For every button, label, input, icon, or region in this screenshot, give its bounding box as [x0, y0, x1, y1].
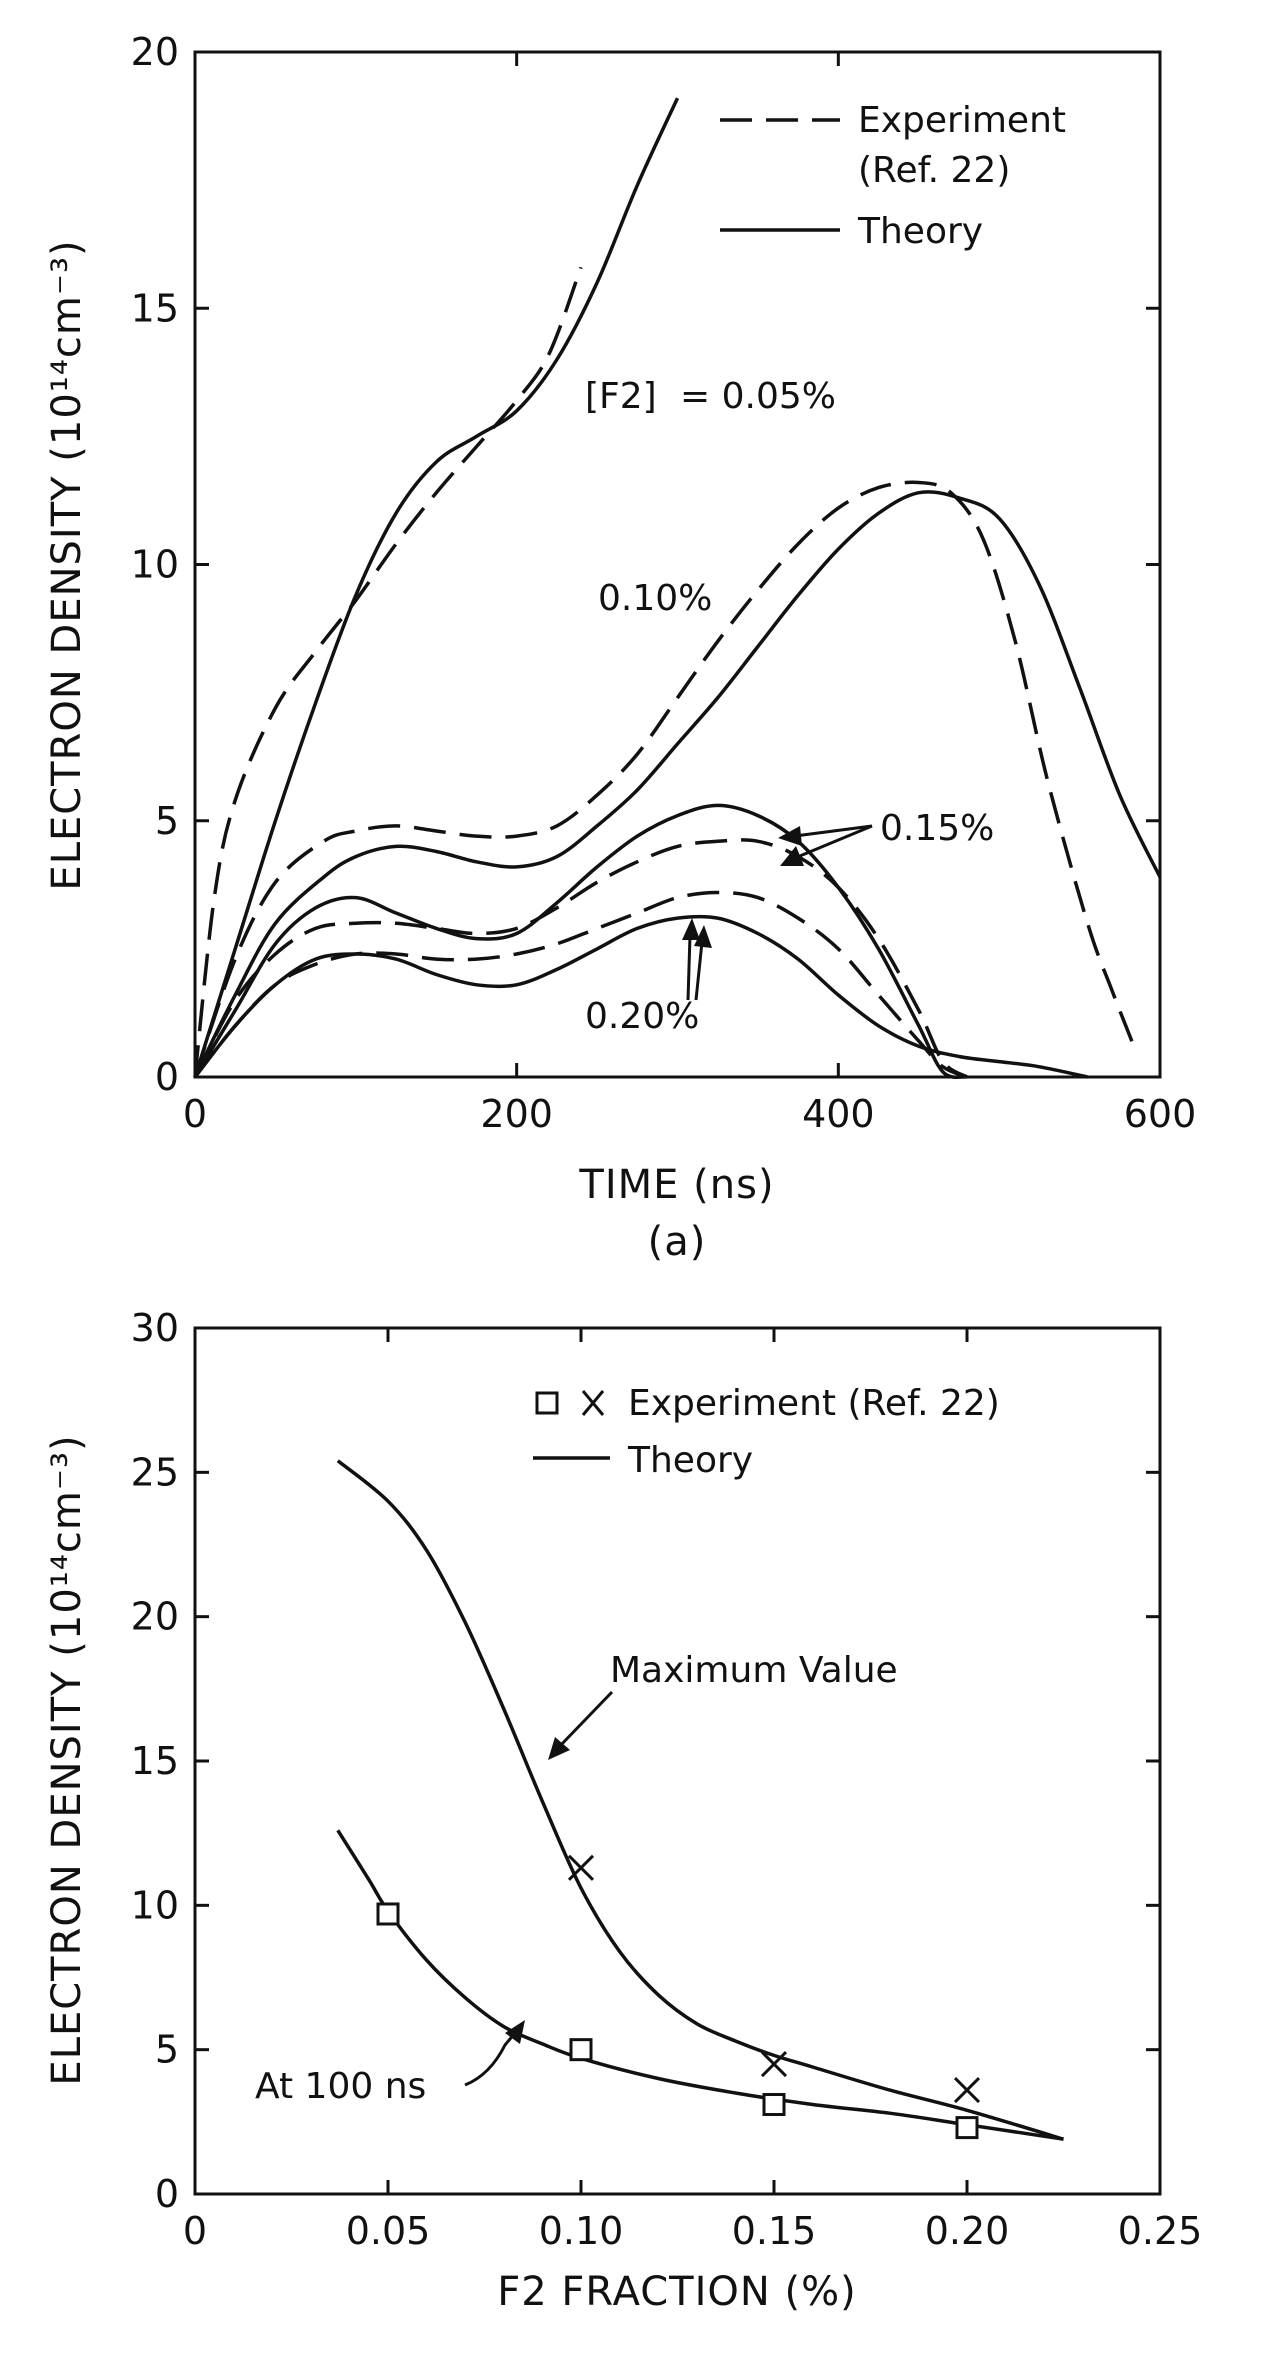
- x-tick-label: 0: [183, 2209, 207, 2253]
- annotation-0-15-percent: 0.15%: [880, 808, 994, 849]
- x-tick-label: 0.20: [925, 2209, 1010, 2253]
- series-0-05-theory: [193, 97, 680, 1078]
- arrow-0-20-right-head: [694, 925, 712, 948]
- x-tick-label: 0.15: [732, 2209, 817, 2253]
- x-tick-label: 200: [480, 1092, 553, 1136]
- annotation-f2-prefix: [F2]: [585, 376, 657, 417]
- x-axis-title-a: TIME (ns): [578, 1162, 774, 1208]
- y-tick-label: 15: [131, 1739, 179, 1783]
- tick-marks-a: [193, 50, 1162, 1079]
- y-tick-label: 0: [155, 1055, 179, 1099]
- y-tick-label: 25: [131, 1450, 179, 1494]
- annotation-f2-value: = 0.05%: [680, 376, 836, 417]
- annotation-at-100-ns: At 100 ns: [255, 2066, 426, 2107]
- legend-cross-marker: [581, 1390, 605, 1416]
- legend-b: Experiment (Ref. 22) Theory: [533, 1383, 1000, 1481]
- arrow-at-100-ns: [464, 2032, 517, 2087]
- legend-experiment-ref-a: (Ref. 22): [858, 150, 1010, 191]
- point-square-marker: [376, 1902, 400, 1926]
- y-axis-title-b: ELECTRON DENSITY (10¹⁴cm⁻³): [44, 1434, 90, 2085]
- y-tick-label: 15: [131, 286, 179, 330]
- series-group-a: [193, 97, 1162, 1080]
- legend-a: Experiment (Ref. 22) Theory: [720, 100, 1066, 252]
- tick-labels-a: 0 200 400 600 0 5 10 15 20: [131, 30, 1197, 1136]
- y-tick-label: 10: [131, 1883, 179, 1927]
- legend-theory-label-b: Theory: [627, 1440, 753, 1481]
- series-0-20-experiment: [193, 890, 968, 1079]
- arrow-0-15-lower-head: [780, 846, 804, 866]
- arrow-0-20-right: [694, 941, 704, 1001]
- y-tick-label: 20: [131, 30, 179, 74]
- arrow-0-15-upper: [794, 824, 873, 838]
- series-0-05-experiment: [193, 266, 583, 1078]
- x-tick-label: 600: [1124, 1092, 1197, 1136]
- point-cross-marker: [953, 2077, 981, 2104]
- point-cross-marker: [567, 1854, 595, 1881]
- x-tick-label: 0: [183, 1092, 207, 1136]
- point-square-marker: [762, 2093, 786, 2117]
- x-tick-label: 400: [802, 1092, 875, 1136]
- arrow-0-15-lower: [794, 824, 873, 860]
- chart-time-evolution: 0 200 400 600 0 5 10 15 20 Experiment (Ref. 22) …: [44, 30, 1196, 1265]
- arrow-0-20-left-head: [682, 918, 700, 940]
- annotation-maximum-value: Maximum Value: [610, 1650, 898, 1691]
- arrow-0-20-left: [686, 934, 692, 1001]
- series-0-15-experiment: [193, 838, 968, 1079]
- annotation-0-10-percent: 0.10%: [598, 578, 712, 619]
- x-tick-label: 0.05: [346, 2209, 431, 2253]
- arrow-maximum-value-head: [548, 1737, 570, 1760]
- point-square-marker: [955, 2116, 979, 2140]
- y-tick-label: 20: [131, 1595, 179, 1639]
- legend-experiment-label-a: Experiment: [858, 100, 1066, 141]
- arrow-maximum-value: [556, 1690, 614, 1750]
- tick-marks-b: [193, 1326, 1162, 2196]
- series-maximum-value-theory: [336, 1459, 1065, 2141]
- x-tick-label: 0.25: [1118, 2209, 1203, 2253]
- x-axis-title-b: F2 FRACTION (%): [497, 2269, 857, 2315]
- y-axis-title-a: ELECTRON DENSITY (10¹⁴cm⁻³): [44, 239, 90, 890]
- y-tick-label: 10: [131, 543, 179, 587]
- legend-experiment-label-b: Experiment (Ref. 22): [628, 1383, 1000, 1424]
- series-0-20-theory: [193, 914, 1088, 1079]
- point-square-marker: [569, 2038, 593, 2062]
- series-group-b: [336, 1459, 1065, 2141]
- plot-frame-a: [193, 50, 1162, 1079]
- y-tick-label: 5: [155, 2028, 179, 2072]
- y-tick-label: 0: [155, 2172, 179, 2216]
- legend-square-marker: [535, 1391, 559, 1415]
- series-0-10-experiment: [193, 480, 1138, 1078]
- arrow-at-100-ns-head: [505, 2020, 525, 2044]
- series-at-100-ns-theory: [336, 1829, 1064, 2141]
- y-tick-label: 30: [131, 1306, 179, 1350]
- arrow-0-15-upper-head: [778, 826, 802, 846]
- panel-label-a: (a): [648, 1219, 707, 1265]
- annotation-0-20-percent: 0.20%: [585, 996, 699, 1037]
- legend-theory-label-a: Theory: [857, 211, 983, 252]
- series-0-10-theory: [193, 490, 1162, 1078]
- series-0-15-theory: [193, 803, 968, 1080]
- tick-labels-b: 0 0.05 0.10 0.15 0.20 0.25 0 5 10 15 20 25 30: [131, 1306, 1203, 2253]
- point-cross-marker: [760, 2051, 788, 2078]
- x-tick-label: 0.10: [539, 2209, 624, 2253]
- chart-f2-fraction: 0 0.05 0.10 0.15 0.20 0.25 0 5 10 15 20 25 30 Experi…: [44, 1306, 1202, 2315]
- y-tick-label: 5: [155, 799, 179, 843]
